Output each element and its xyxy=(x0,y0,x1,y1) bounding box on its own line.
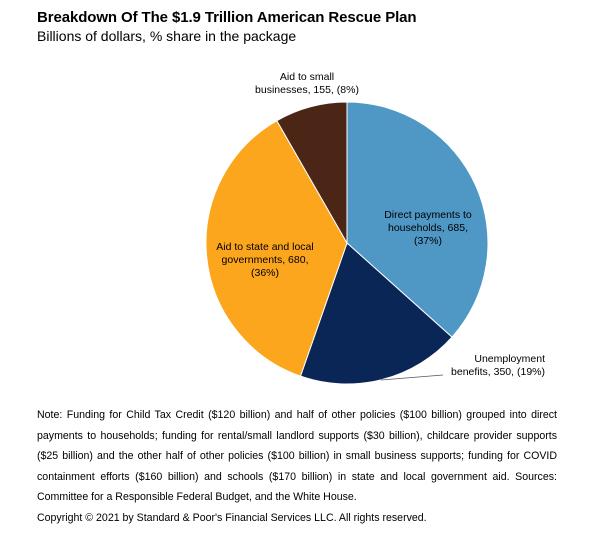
slice-unemployment-benefits xyxy=(299,242,453,385)
leader-line-unemployment xyxy=(380,374,444,381)
note-text: Note: Funding for Child Tax Credit ($120… xyxy=(37,409,557,503)
pie-chart: Direct payments to households, 685, (37%) U… xyxy=(205,71,545,385)
chart-title: Breakdown Of The $1.9 Trillion American … xyxy=(37,9,417,26)
label-direct-payments: Direct payments to households, 685, (37%) xyxy=(384,209,472,247)
chart-note: Note: Funding for Child Tax Credit ($120… xyxy=(37,405,557,528)
label-state-local-aid: Aid to state and local governments, 680,(… xyxy=(216,241,313,279)
slice-direct-payments xyxy=(346,101,489,338)
chart-subtitle: Billions of dollars, % share in the pack… xyxy=(37,28,297,44)
copyright-text: Copyright © 2021 by Standard & Poor's Fi… xyxy=(37,511,427,524)
slice-small-business-aid xyxy=(276,101,348,245)
slice-state-local-aid xyxy=(205,120,348,377)
label-unemployment-benefits: Unemployment benefits, 350, (19%) xyxy=(451,353,545,378)
label-small-business-aid: Aid to small businesses, 155, (8%) xyxy=(255,71,359,96)
